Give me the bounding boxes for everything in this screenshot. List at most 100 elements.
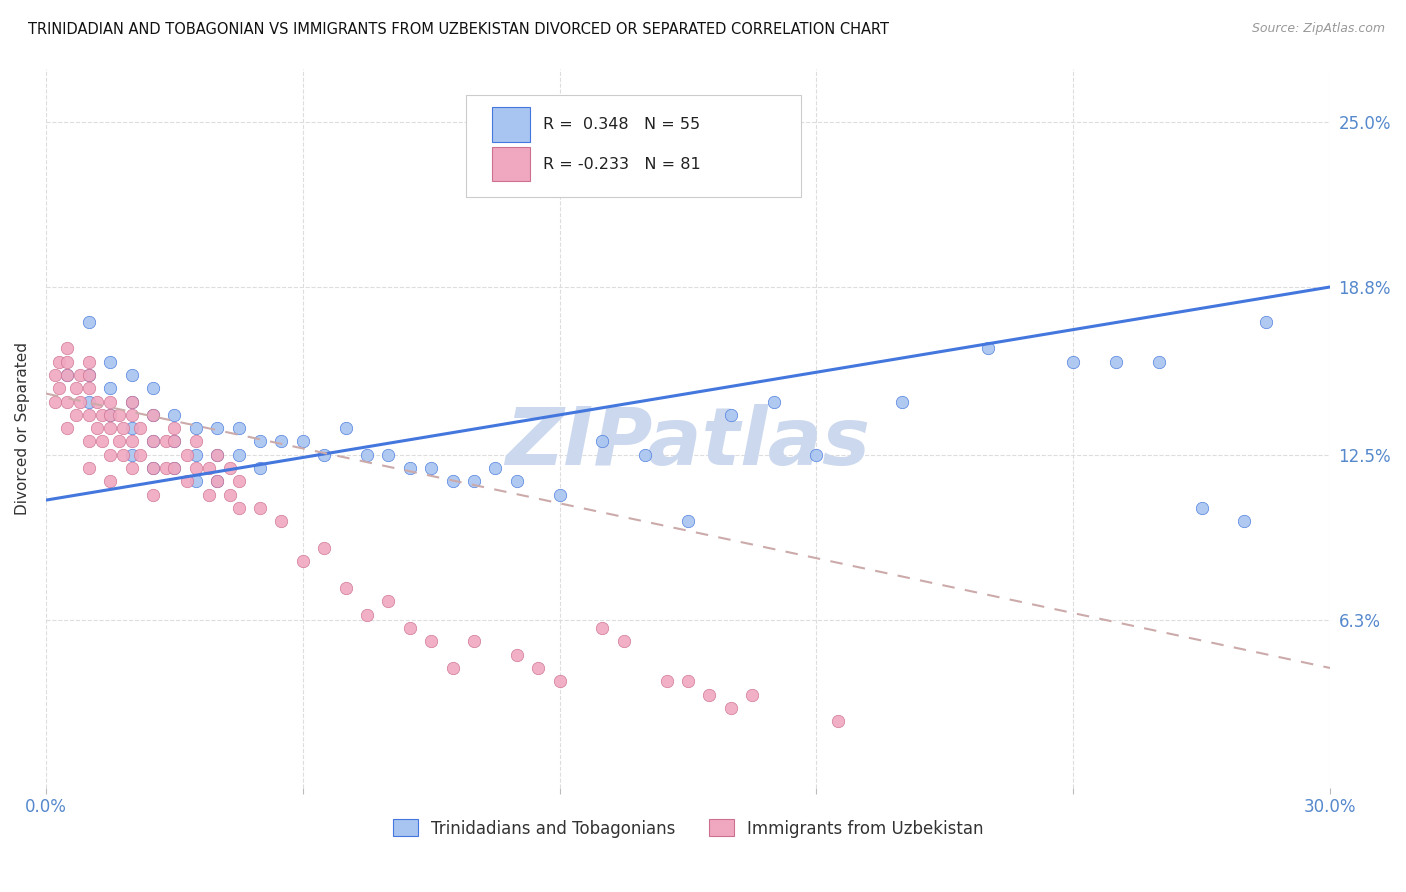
Point	[377, 594, 399, 608]
Point	[420, 634, 443, 648]
Point	[163, 461, 186, 475]
FancyBboxPatch shape	[465, 95, 801, 196]
Point	[121, 461, 143, 475]
Point	[65, 408, 87, 422]
Point	[44, 368, 66, 382]
Point	[86, 421, 108, 435]
Point	[184, 448, 207, 462]
Point	[142, 434, 165, 449]
Point	[77, 394, 100, 409]
Point	[548, 488, 571, 502]
Point	[98, 408, 121, 422]
Point	[98, 394, 121, 409]
Point	[676, 515, 699, 529]
Point	[762, 394, 785, 409]
Point	[591, 621, 613, 635]
Text: Source: ZipAtlas.com: Source: ZipAtlas.com	[1251, 22, 1385, 36]
FancyBboxPatch shape	[492, 107, 530, 142]
Point	[163, 408, 186, 422]
Point	[377, 448, 399, 462]
Point	[121, 394, 143, 409]
Point	[111, 448, 134, 462]
Point	[163, 434, 186, 449]
Point	[441, 661, 464, 675]
Point	[184, 421, 207, 435]
Point	[197, 488, 219, 502]
Point	[484, 461, 506, 475]
Point	[548, 674, 571, 689]
Point	[98, 448, 121, 462]
Point	[228, 448, 250, 462]
Point	[142, 408, 165, 422]
Point	[163, 434, 186, 449]
Text: TRINIDADIAN AND TOBAGONIAN VS IMMIGRANTS FROM UZBEKISTAN DIVORCED OR SEPARATED C: TRINIDADIAN AND TOBAGONIAN VS IMMIGRANTS…	[28, 22, 889, 37]
Point	[827, 714, 849, 729]
Point	[176, 475, 198, 489]
Point	[976, 341, 998, 355]
Point	[720, 701, 742, 715]
Point	[56, 368, 79, 382]
Point	[107, 408, 129, 422]
Point	[291, 554, 314, 568]
Point	[129, 421, 152, 435]
Point	[121, 421, 143, 435]
Point	[142, 381, 165, 395]
Point	[676, 674, 699, 689]
Point	[77, 315, 100, 329]
Point	[129, 448, 152, 462]
Point	[142, 408, 165, 422]
Point	[891, 394, 914, 409]
Point	[205, 448, 228, 462]
Point	[356, 607, 378, 622]
Point	[77, 368, 100, 382]
Point	[77, 354, 100, 368]
Point	[77, 408, 100, 422]
Point	[98, 475, 121, 489]
Point	[249, 434, 271, 449]
Point	[506, 475, 529, 489]
Point	[90, 408, 112, 422]
Point	[613, 634, 636, 648]
Point	[176, 448, 198, 462]
Point	[98, 421, 121, 435]
Point	[56, 368, 79, 382]
Point	[463, 634, 485, 648]
Point	[356, 448, 378, 462]
Point	[314, 448, 336, 462]
Point	[184, 434, 207, 449]
Point	[121, 434, 143, 449]
Point	[77, 368, 100, 382]
Point	[121, 394, 143, 409]
Point	[1147, 354, 1170, 368]
Point	[163, 461, 186, 475]
Point	[398, 461, 420, 475]
Point	[111, 421, 134, 435]
Point	[77, 434, 100, 449]
Point	[121, 408, 143, 422]
Point	[314, 541, 336, 555]
Point	[591, 434, 613, 449]
Point	[420, 461, 443, 475]
Point	[69, 368, 91, 382]
Point	[741, 688, 763, 702]
Point	[205, 421, 228, 435]
Point	[1062, 354, 1084, 368]
Point	[142, 434, 165, 449]
Point	[90, 434, 112, 449]
Point	[65, 381, 87, 395]
Point	[56, 421, 79, 435]
Point	[441, 475, 464, 489]
Point	[98, 408, 121, 422]
Point	[142, 461, 165, 475]
Point	[184, 475, 207, 489]
Point	[48, 381, 70, 395]
Point	[634, 448, 657, 462]
Point	[69, 394, 91, 409]
Point	[184, 461, 207, 475]
Point	[270, 515, 292, 529]
Point	[155, 461, 177, 475]
Point	[1254, 315, 1277, 329]
Point	[228, 421, 250, 435]
Point	[335, 421, 357, 435]
Point	[1105, 354, 1128, 368]
